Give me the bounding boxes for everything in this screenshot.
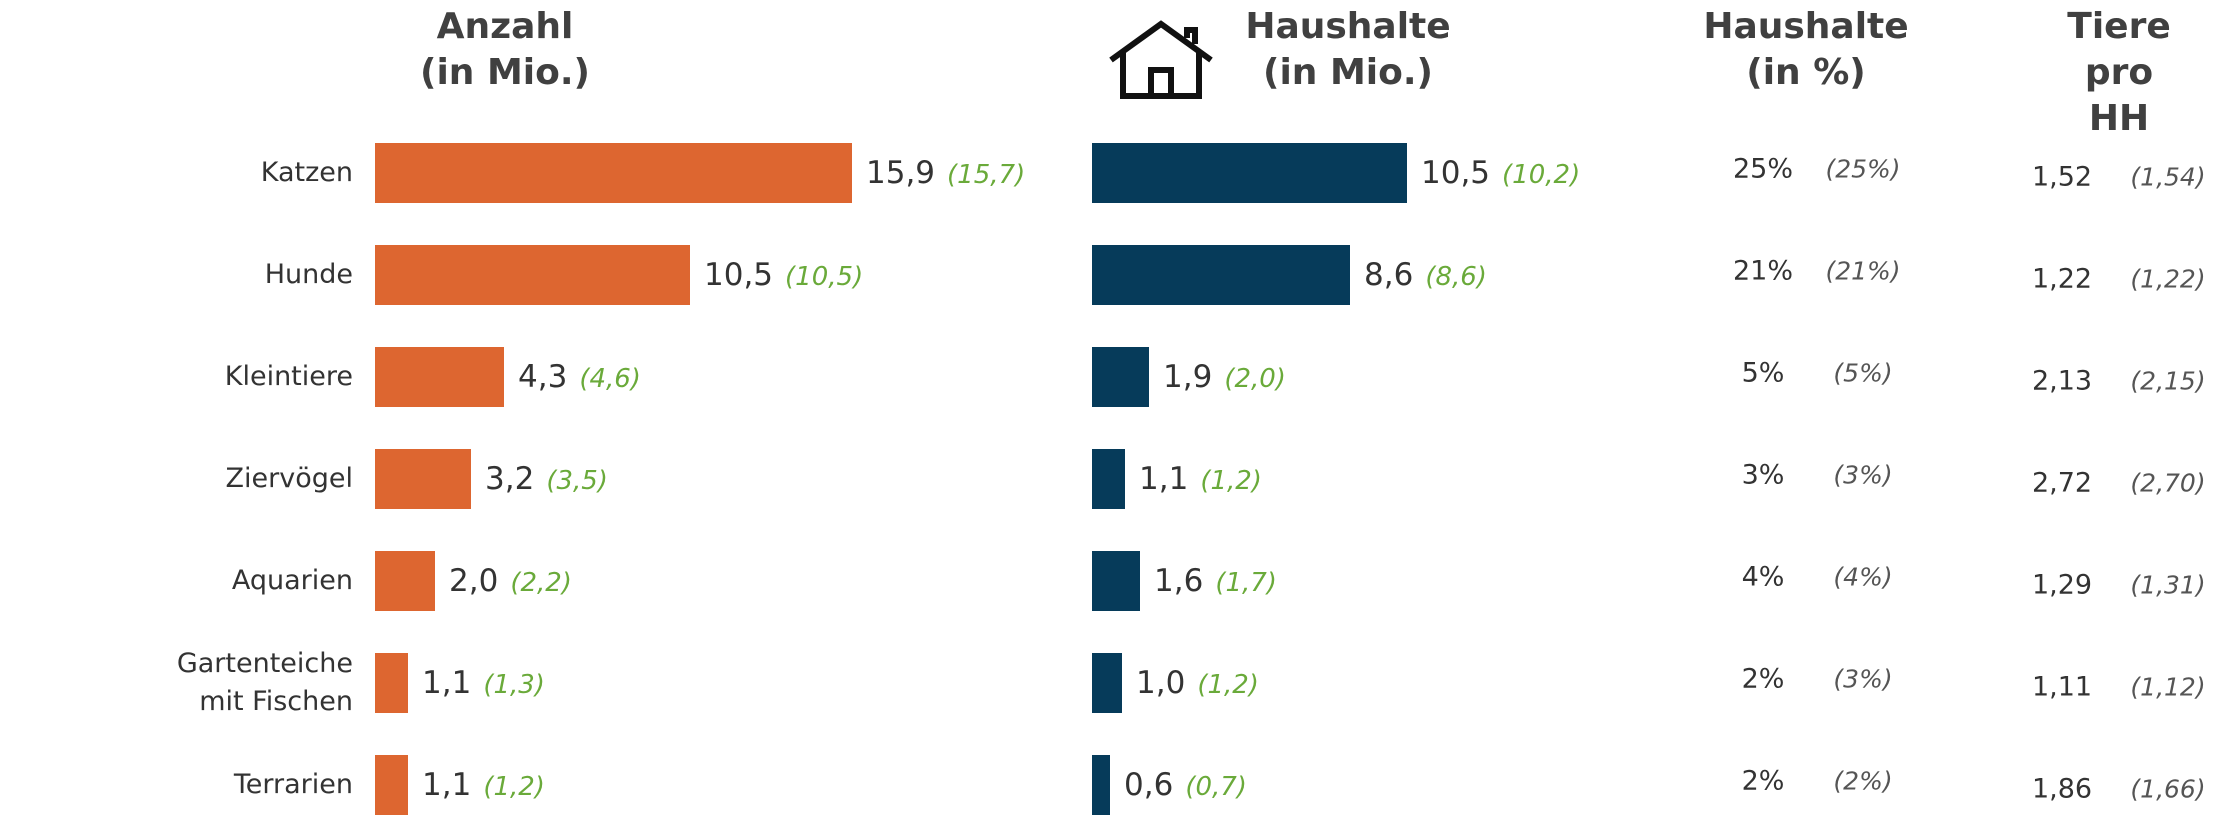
value-label: 0,6 — [1124, 767, 1174, 803]
previous-cell: (1,12) — [2130, 672, 2206, 702]
category-label: Kleintiere — [224, 361, 353, 392]
previous-value-label: (15,7) — [947, 160, 1026, 190]
bar — [375, 449, 471, 509]
bar — [375, 755, 408, 815]
value-label-group: 3,2 (3,5) — [485, 461, 608, 497]
value-label-group: 1,1 (1,2) — [1139, 461, 1262, 497]
value-label: 1,9 — [1163, 359, 1213, 395]
previous-value-label: (2,2) — [510, 568, 572, 598]
previous-cell: (25%) — [1825, 154, 1901, 184]
value-label-group: 1,1 (1,3) — [422, 665, 545, 701]
table-cell: 2% — [1741, 663, 1785, 695]
table-cell: 4% — [1741, 561, 1785, 593]
bar — [375, 245, 690, 305]
previous-value-label: (1,3) — [483, 670, 545, 700]
house-icon — [1109, 20, 1213, 99]
value-label: 8,6 — [1364, 257, 1414, 293]
category-label: Terrarien — [233, 769, 353, 800]
previous-cell: (2,15) — [2130, 366, 2206, 396]
value-label-group: 1,9 (2,0) — [1163, 359, 1286, 395]
bar — [375, 347, 504, 407]
value-label: 10,5 — [1421, 155, 1491, 191]
table-cell: 3% — [1741, 459, 1785, 491]
table-cell: 1,11 — [2031, 671, 2093, 703]
table-cell: 2,13 — [2031, 365, 2093, 397]
value-label: 1,0 — [1136, 665, 1186, 701]
value-label-group: 1,6 (1,7) — [1154, 563, 1277, 599]
previous-value-label: (10,2) — [1502, 160, 1581, 190]
table-cell: 2% — [1741, 765, 1785, 797]
previous-cell: (3%) — [1833, 460, 1893, 490]
category-label: Ziervögel — [225, 463, 353, 494]
previous-cell: (2,70) — [2130, 468, 2206, 498]
category-label: Aquarien — [231, 565, 353, 596]
table-cell: 5% — [1741, 357, 1785, 389]
previous-value-label: (2,0) — [1224, 364, 1286, 394]
previous-value-label: (8,6) — [1425, 262, 1487, 292]
value-label: 15,9 — [866, 155, 936, 191]
value-label: 1,1 — [422, 665, 472, 701]
table-cell: 21% — [1732, 255, 1794, 287]
value-label-group: 2,0 (2,2) — [449, 563, 572, 599]
bar — [1092, 653, 1122, 713]
previous-value-label: (10,5) — [785, 262, 864, 292]
column-header: Haushalte (in %) — [1703, 6, 1909, 93]
chart-title: Haushalte (in Mio.) — [1245, 6, 1451, 93]
column-header: Tiere pro HH — [2067, 6, 2171, 139]
previous-cell: (5%) — [1833, 358, 1893, 388]
table-cell: 1,52 — [2031, 161, 2093, 193]
previous-value-label: (1,7) — [1215, 568, 1277, 598]
table-cell: 2,72 — [2031, 467, 2093, 499]
bar — [1092, 755, 1110, 815]
value-label-group: 10,5 (10,2) — [1421, 155, 1580, 191]
previous-cell: (3%) — [1833, 664, 1893, 694]
previous-value-label: (1,2) — [483, 772, 545, 802]
previous-value-label: (4,6) — [579, 364, 641, 394]
table-cell: 25% — [1732, 153, 1794, 185]
value-label-group: 1,0 (1,2) — [1136, 665, 1259, 701]
category-label: Gartenteiche mit Fischen — [176, 648, 353, 717]
value-label: 1,1 — [1139, 461, 1189, 497]
category-label: Katzen — [260, 157, 353, 188]
bar — [375, 143, 852, 203]
previous-value-label: (1,2) — [1200, 466, 1262, 496]
previous-cell: (1,22) — [2130, 264, 2206, 294]
bar — [1092, 143, 1407, 203]
value-label-group: 15,9 (15,7) — [866, 155, 1025, 191]
bar — [375, 551, 435, 611]
bar — [375, 653, 408, 713]
previous-cell: (2%) — [1833, 766, 1893, 796]
value-label-group: 1,1 (1,2) — [422, 767, 545, 803]
table-cell: 1,86 — [2031, 773, 2093, 805]
previous-value-label: (1,2) — [1197, 670, 1259, 700]
previous-value-label: (0,7) — [1185, 772, 1247, 802]
previous-cell: (1,31) — [2130, 570, 2206, 600]
bar — [1092, 551, 1140, 611]
bar — [1092, 347, 1149, 407]
bar — [1092, 245, 1350, 305]
previous-cell: (21%) — [1825, 256, 1901, 286]
value-label-group: 0,6 (0,7) — [1124, 767, 1247, 803]
chart-title: Anzahl (in Mio.) — [420, 6, 590, 93]
value-label-group: 4,3 (4,6) — [518, 359, 641, 395]
table-cell: 1,22 — [2031, 263, 2093, 295]
previous-cell: (4%) — [1833, 562, 1893, 592]
previous-cell: (1,66) — [2130, 774, 2206, 804]
value-label: 3,2 — [485, 461, 535, 497]
table-cell: 1,29 — [2031, 569, 2093, 601]
value-label: 10,5 — [704, 257, 774, 293]
value-label: 1,1 — [422, 767, 472, 803]
previous-cell: (1,54) — [2130, 162, 2206, 192]
bar — [1092, 449, 1125, 509]
value-label: 1,6 — [1154, 563, 1204, 599]
category-label: Hunde — [264, 259, 353, 290]
value-label: 2,0 — [449, 563, 499, 599]
value-label-group: 10,5 (10,5) — [704, 257, 863, 293]
previous-value-label: (3,5) — [546, 466, 608, 496]
value-label-group: 8,6 (8,6) — [1364, 257, 1487, 293]
value-label: 4,3 — [518, 359, 568, 395]
